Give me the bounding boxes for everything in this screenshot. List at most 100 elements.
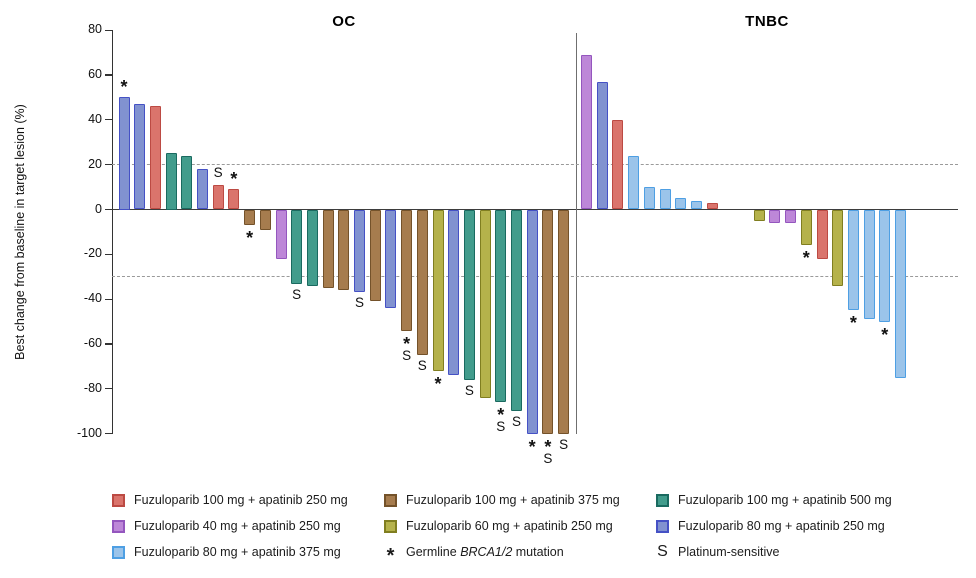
bar-oc-6	[197, 169, 208, 210]
y-tick-label: 0	[95, 201, 102, 216]
bar-oc-5	[181, 155, 193, 210]
legend-column-3: Fuzuloparib 100 mg + apatinib 500 mg Fuzu…	[656, 487, 892, 565]
y-tick-mark	[105, 29, 112, 31]
legend-swatch	[656, 493, 669, 507]
bar-tnbc-15	[800, 209, 812, 246]
asterisk-marker-icon: *	[386, 545, 395, 567]
bar-tnbc-13	[769, 209, 781, 223]
bar-tnbc-20	[879, 209, 891, 322]
platinum-sensitive-marker: S	[559, 436, 569, 452]
y-tick-label: 60	[88, 66, 102, 81]
group-separator-line	[575, 33, 577, 434]
legend-label: Fuzuloparib 100 mg + apatinib 250 mg	[134, 493, 348, 507]
brca-mutation-marker: *	[120, 77, 128, 98]
legend-swatch	[384, 519, 397, 533]
brca-mutation-marker: *	[849, 313, 857, 334]
y-tick-mark	[105, 74, 112, 76]
y-tick-mark	[105, 164, 112, 166]
bar-oc-13	[306, 209, 318, 286]
platinum-sensitive-marker: S	[402, 347, 412, 363]
bar-oc-29	[558, 209, 570, 434]
s-marker-icon: S	[657, 543, 668, 560]
dashed-reference-line	[112, 164, 958, 166]
legend-item-asterisk: * Germline BRCA1/2 mutation	[384, 539, 620, 567]
bar-oc-12	[291, 209, 303, 284]
brca-mutation-marker: *	[230, 169, 238, 190]
bar-oc-8	[228, 189, 240, 210]
brca-mutation-marker: *	[528, 436, 536, 457]
legend-item-orchid: Fuzuloparib 40 mg + apatinib 250 mg	[112, 513, 348, 539]
legend-item-yellowgreen: Fuzuloparib 60 mg + apatinib 250 mg	[384, 513, 620, 539]
y-tick-mark	[105, 433, 112, 435]
y-tick-label: -100	[76, 425, 102, 440]
bar-oc-18	[385, 209, 397, 309]
legend-swatch	[112, 545, 125, 559]
bar-tnbc-3	[612, 119, 624, 210]
platinum-sensitive-marker: S	[511, 414, 521, 430]
bar-oc-3	[149, 106, 161, 210]
bar-oc-16	[354, 209, 365, 293]
legend-item-red: Fuzuloparib 100 mg + apatinib 250 mg	[112, 487, 348, 513]
bar-oc-7	[212, 184, 224, 210]
bar-tnbc-17	[832, 209, 844, 286]
legend-item-teal: Fuzuloparib 100 mg + apatinib 500 mg	[656, 487, 892, 513]
bar-oc-26	[511, 209, 522, 412]
bar-tnbc-18	[847, 209, 859, 311]
bar-oc-1	[118, 97, 130, 210]
y-tick-label: -60	[83, 336, 102, 351]
bar-oc-23	[463, 209, 475, 380]
legend-label: Fuzuloparib 100 mg + apatinib 500 mg	[678, 493, 892, 507]
legend-item-blue: Fuzuloparib 80 mg + apatinib 250 mg	[656, 513, 892, 539]
bar-tnbc-8	[690, 200, 702, 210]
y-tick-mark	[105, 253, 112, 255]
group-title-tnbc: TNBC	[745, 13, 789, 30]
legend-label: Fuzuloparib 60 mg + apatinib 250 mg	[406, 519, 613, 533]
legend-column-2: Fuzuloparib 100 mg + apatinib 375 mg Fuzu…	[384, 487, 620, 567]
bar-tnbc-16	[816, 209, 828, 259]
legend-label: Platinum-sensitive	[678, 545, 780, 559]
y-tick-label: -80	[83, 380, 102, 395]
bar-oc-25	[495, 209, 507, 403]
bar-oc-19	[401, 209, 413, 331]
legend-swatch	[384, 493, 397, 507]
legend-item-lightblue: Fuzuloparib 80 mg + apatinib 375 mg	[112, 539, 348, 565]
bar-tnbc-5	[643, 187, 655, 210]
platinum-sensitive-marker: S	[213, 164, 223, 180]
bar-oc-10	[259, 209, 271, 230]
bar-oc-15	[338, 209, 350, 291]
bar-oc-22	[448, 209, 460, 376]
bar-tnbc-2	[596, 81, 608, 210]
platinum-sensitive-marker: S	[464, 382, 474, 398]
legend-label: Fuzuloparib 40 mg + apatinib 250 mg	[134, 519, 341, 533]
legend: Fuzuloparib 100 mg + apatinib 250 mg Fuzu…	[112, 487, 968, 571]
legend-label: Fuzuloparib 80 mg + apatinib 375 mg	[134, 545, 341, 559]
bar-oc-2	[134, 104, 146, 210]
brca-mutation-marker: *	[434, 373, 442, 394]
y-tick-mark	[105, 388, 112, 390]
y-tick-mark	[105, 119, 112, 121]
brca-mutation-marker: *	[881, 324, 889, 345]
bar-tnbc-21	[895, 209, 906, 378]
bar-tnbc-1	[581, 54, 592, 210]
legend-item-brown: Fuzuloparib 100 mg + apatinib 375 mg	[384, 487, 620, 513]
brca-mutation-marker: *	[246, 228, 254, 249]
brca-mutation-marker: *	[403, 333, 411, 354]
brca-mutation-marker: *	[802, 248, 810, 269]
legend-swatch	[112, 493, 125, 507]
bar-oc-14	[322, 209, 334, 288]
y-tick-label: 80	[88, 22, 102, 37]
legend-label: Germline BRCA1/2 mutation	[406, 545, 564, 559]
bar-oc-20	[416, 209, 428, 356]
bar-tnbc-14	[785, 209, 797, 223]
y-axis-label: Best change from baseline in target lesi…	[13, 104, 27, 360]
group-title-oc: OC	[332, 13, 356, 30]
zero-baseline	[112, 208, 958, 211]
bar-oc-4	[165, 153, 177, 210]
bar-tnbc-7	[675, 198, 687, 210]
platinum-sensitive-marker: S	[417, 358, 427, 374]
legend-swatch	[656, 519, 669, 533]
y-tick-label: 20	[88, 156, 102, 171]
bar-tnbc-4	[628, 155, 640, 210]
platinum-sensitive-marker: S	[543, 450, 553, 466]
